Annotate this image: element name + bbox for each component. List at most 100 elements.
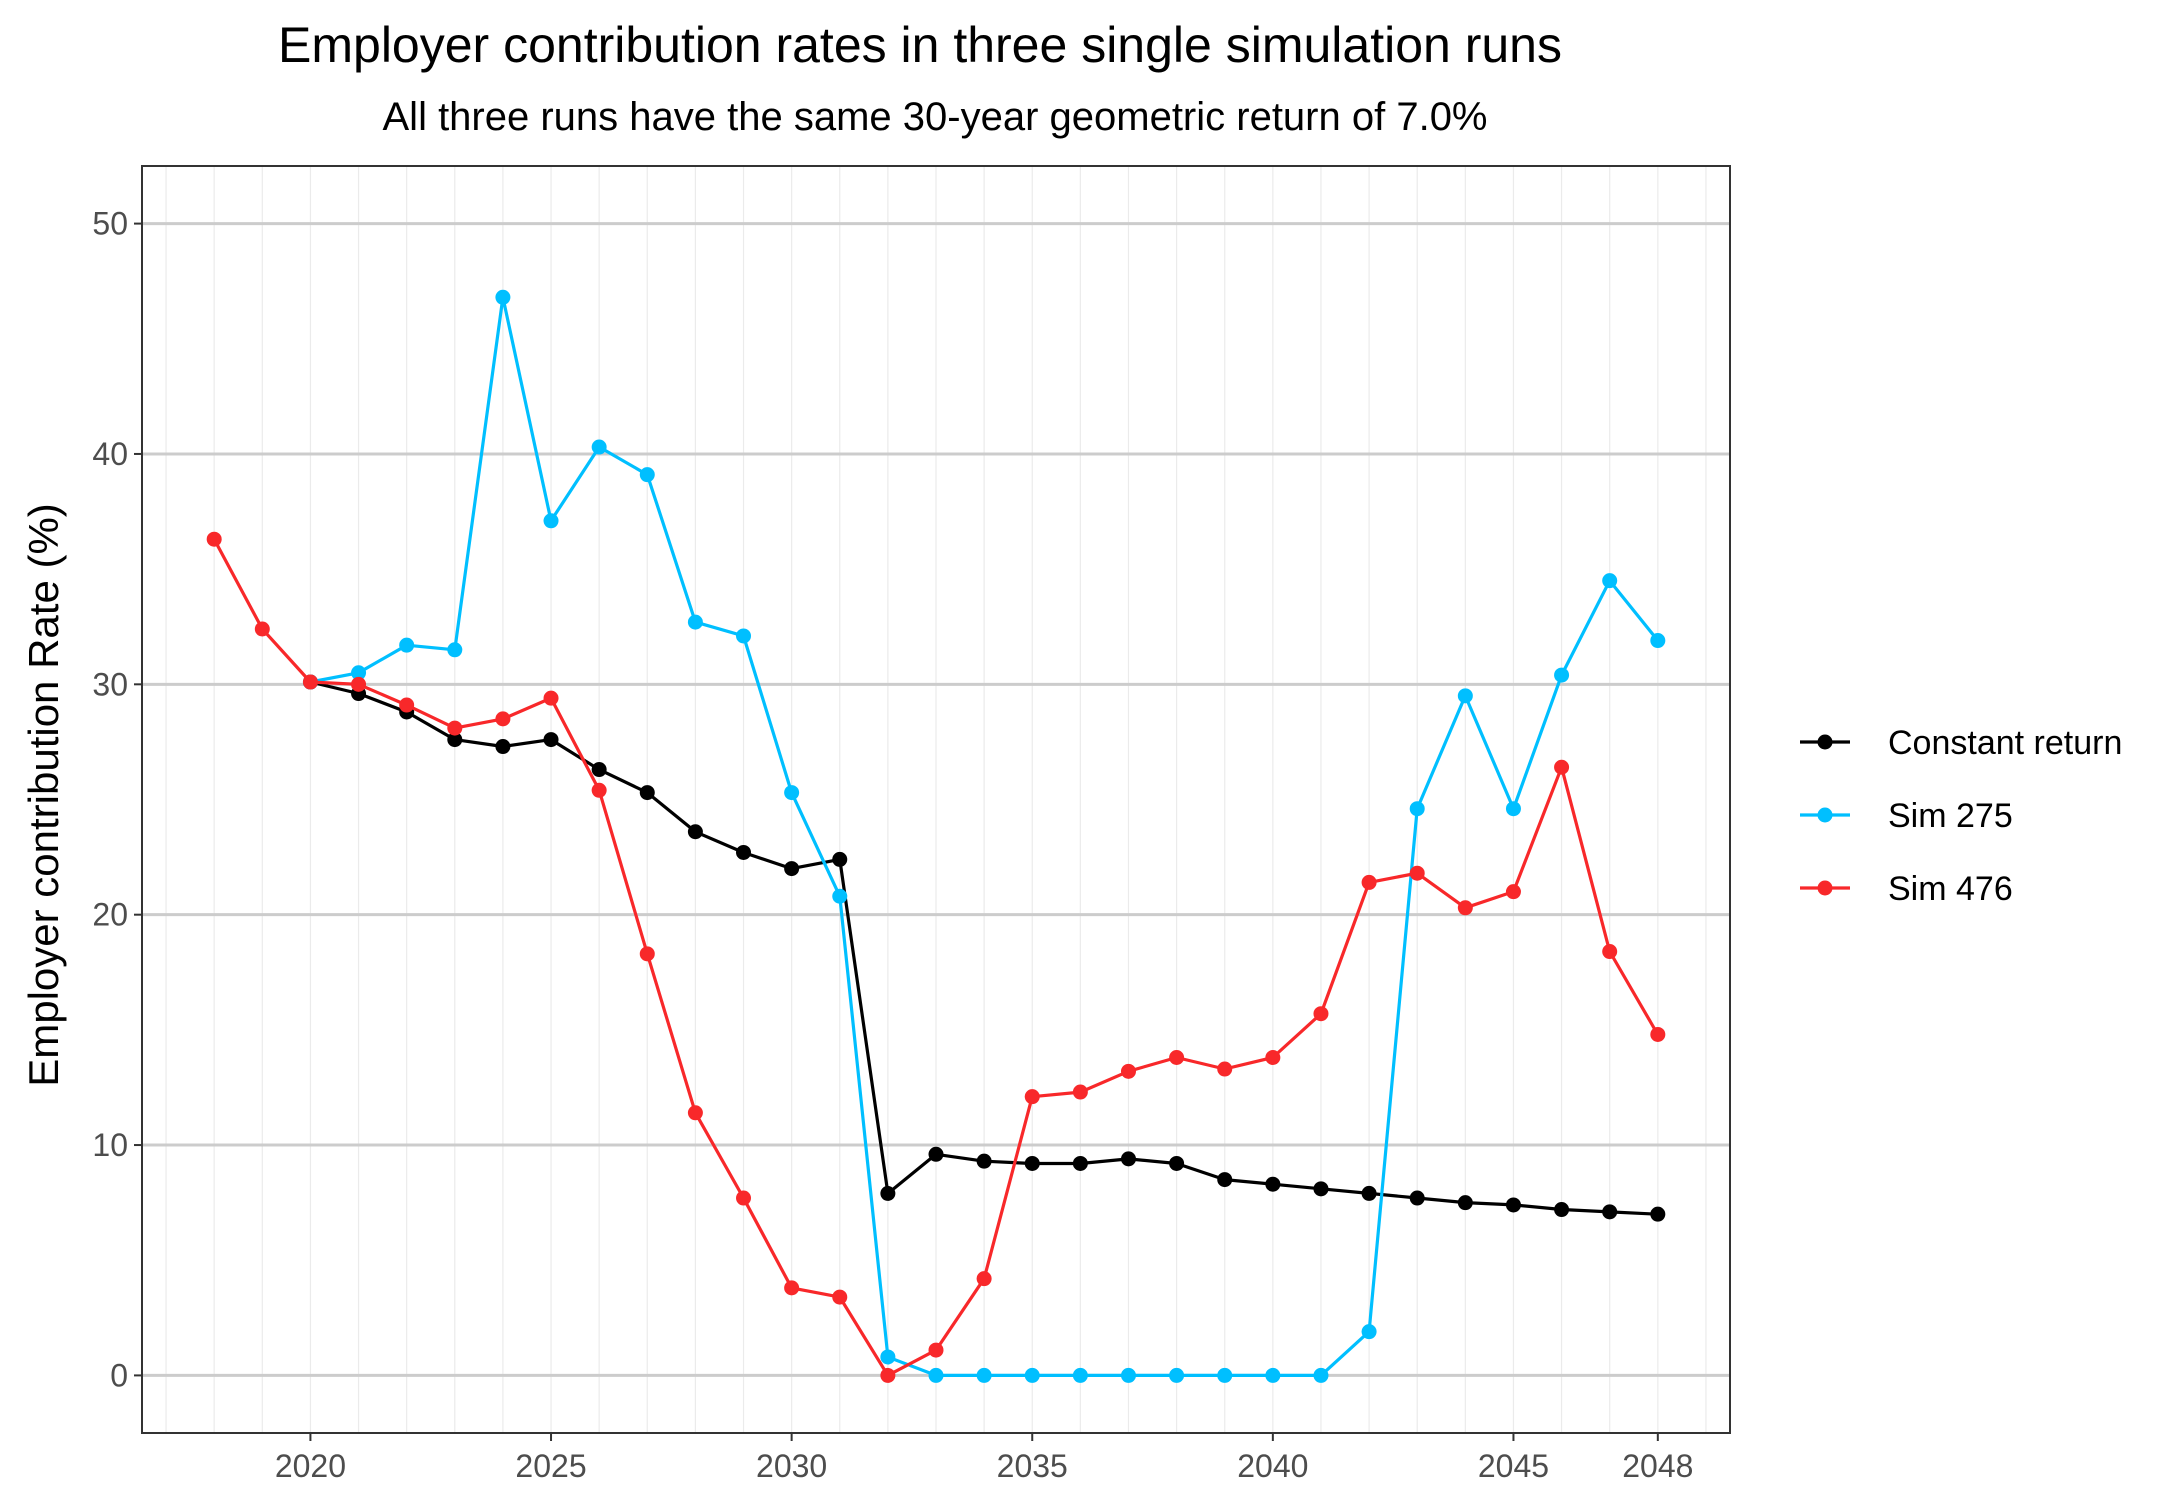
data-point-sim-275	[1120, 1367, 1136, 1383]
data-point-sim-275	[1169, 1367, 1185, 1383]
data-point-sim-476	[1217, 1061, 1233, 1077]
data-point-sim-476	[1650, 1026, 1666, 1042]
data-point-constant-return	[784, 861, 800, 877]
data-point-sim-476	[1313, 1006, 1329, 1022]
x-tick-label: 2030	[756, 1448, 827, 1484]
legend-marker-constant-return	[1817, 734, 1833, 750]
legend-label-constant-return: Constant return	[1888, 724, 2122, 762]
data-point-constant-return	[1169, 1155, 1185, 1171]
data-point-sim-275	[976, 1367, 992, 1383]
data-point-sim-476	[1409, 865, 1425, 881]
legend-marker-sim-275	[1817, 807, 1833, 823]
data-point-sim-275	[928, 1367, 944, 1383]
data-point-sim-476	[928, 1342, 944, 1358]
data-point-sim-275	[543, 513, 559, 529]
plot-border	[141, 165, 1731, 1434]
x-tick-label: 2025	[515, 1448, 586, 1484]
chart-title: Employer contribution rates in three sin…	[278, 17, 1562, 73]
data-point-constant-return	[1602, 1204, 1618, 1220]
data-point-sim-275	[1313, 1367, 1329, 1383]
y-tick-label: 0	[110, 1357, 128, 1393]
data-point-sim-275	[639, 467, 655, 483]
data-point-sim-476	[543, 690, 559, 706]
y-tick-label: 40	[92, 436, 128, 472]
data-point-sim-476	[1554, 759, 1570, 775]
data-point-constant-return	[639, 785, 655, 801]
data-point-sim-476	[302, 674, 318, 690]
data-point-constant-return	[1072, 1155, 1088, 1171]
data-point-sim-275	[1361, 1324, 1377, 1340]
data-point-constant-return	[1120, 1151, 1136, 1167]
data-point-sim-476	[1602, 944, 1618, 960]
data-point-constant-return	[543, 732, 559, 748]
data-point-sim-275	[447, 642, 463, 658]
data-point-sim-476	[1120, 1063, 1136, 1079]
data-point-sim-275	[591, 439, 607, 455]
data-point-sim-275	[1409, 801, 1425, 817]
chart-subtitle: All three runs have the same 30-year geo…	[383, 95, 1488, 139]
x-tick-label: 2045	[1478, 1448, 1549, 1484]
data-point-sim-275	[1217, 1367, 1233, 1383]
x-tick-label: 2040	[1237, 1448, 1308, 1484]
data-point-sim-476	[1457, 900, 1473, 916]
data-point-sim-476	[832, 1289, 848, 1305]
data-point-sim-476	[687, 1105, 703, 1121]
data-point-constant-return	[928, 1146, 944, 1162]
legend-label-sim-275: Sim 275	[1888, 797, 2013, 835]
data-point-sim-275	[351, 665, 367, 681]
y-tick-label: 20	[92, 897, 128, 933]
legend-marker-sim-476	[1817, 880, 1833, 896]
x-tick-label: 2020	[275, 1448, 346, 1484]
data-point-constant-return	[1265, 1176, 1281, 1192]
data-point-sim-476	[880, 1367, 896, 1383]
y-tick-label: 10	[92, 1127, 128, 1163]
data-point-sim-275	[1505, 801, 1521, 817]
data-point-sim-476	[1024, 1089, 1040, 1105]
data-point-constant-return	[1217, 1172, 1233, 1188]
data-point-constant-return	[687, 824, 703, 840]
data-point-sim-275	[1072, 1367, 1088, 1383]
data-point-sim-275	[399, 637, 415, 653]
data-point-constant-return	[1024, 1155, 1040, 1171]
x-tick-label: 2048	[1622, 1448, 1693, 1484]
data-point-sim-476	[351, 676, 367, 692]
data-point-sim-476	[1265, 1050, 1281, 1066]
data-point-sim-476	[1361, 874, 1377, 890]
data-point-constant-return	[1505, 1197, 1521, 1213]
legend-label-sim-476: Sim 476	[1888, 870, 2013, 908]
data-point-sim-275	[1602, 573, 1618, 589]
x-tick-label: 2035	[997, 1448, 1068, 1484]
data-point-sim-275	[495, 289, 511, 305]
data-point-sim-275	[880, 1349, 896, 1365]
data-point-constant-return	[1313, 1181, 1329, 1197]
data-point-constant-return	[976, 1153, 992, 1169]
data-point-sim-476	[1072, 1084, 1088, 1100]
data-point-sim-476	[639, 946, 655, 962]
data-point-constant-return	[591, 762, 607, 778]
data-point-sim-275	[1265, 1367, 1281, 1383]
data-point-sim-275	[1457, 688, 1473, 704]
data-point-constant-return	[1409, 1190, 1425, 1206]
data-point-sim-275	[784, 785, 800, 801]
data-point-constant-return	[1457, 1195, 1473, 1211]
data-point-sim-275	[736, 628, 752, 644]
data-point-sim-275	[832, 888, 848, 904]
data-point-sim-476	[784, 1280, 800, 1296]
y-axis-label: Employer contribution Rate (%)	[20, 503, 67, 1087]
data-point-constant-return	[1554, 1202, 1570, 1218]
data-point-sim-275	[687, 614, 703, 630]
data-point-constant-return	[736, 844, 752, 860]
data-point-sim-476	[206, 531, 222, 547]
data-point-sim-476	[736, 1190, 752, 1206]
data-point-constant-return	[495, 739, 511, 755]
data-point-sim-275	[1024, 1367, 1040, 1383]
data-point-constant-return	[1361, 1185, 1377, 1201]
data-point-sim-476	[1505, 884, 1521, 900]
data-point-sim-476	[399, 697, 415, 713]
data-point-constant-return	[880, 1185, 896, 1201]
data-point-constant-return	[832, 851, 848, 867]
data-point-sim-275	[1650, 633, 1666, 649]
data-point-sim-275	[1554, 667, 1570, 683]
